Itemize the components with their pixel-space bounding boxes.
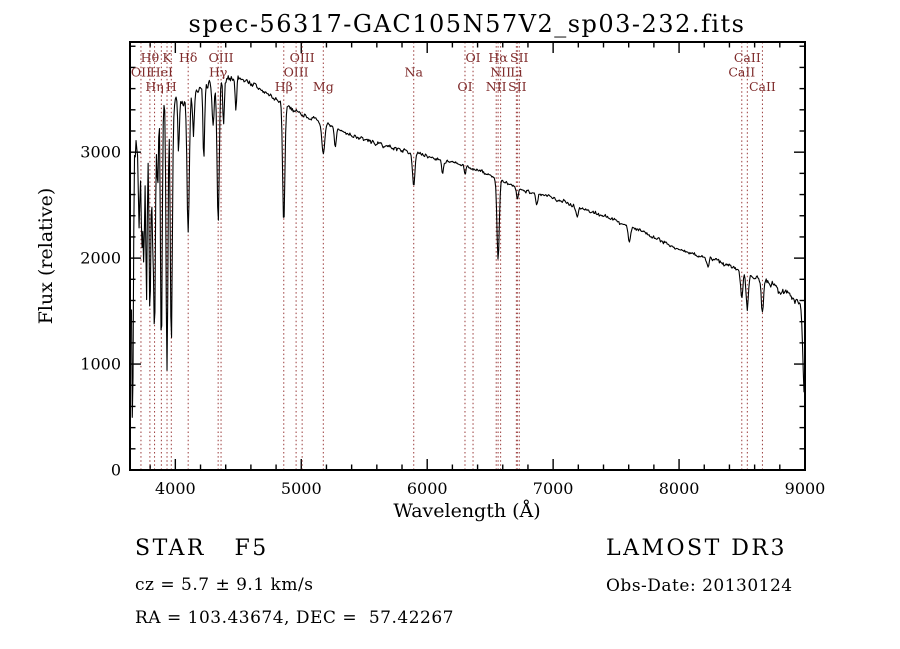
marker-label-Hβ: Hβ <box>275 79 293 94</box>
x-tick-label: 7000 <box>533 479 574 498</box>
x-tick-label: 4000 <box>155 479 196 498</box>
marker-label-Li: Li <box>510 65 522 80</box>
y-axis-label: Flux (relative) <box>35 187 57 325</box>
marker-label-Hη: Hη <box>145 79 163 94</box>
velocity-label: cz = 5.7 ± 9.1 km/s <box>135 575 314 595</box>
marker-label-OI: OI <box>465 50 480 65</box>
marker-label-OIII: OIII <box>290 50 315 65</box>
marker-label-Mg: Mg <box>313 79 334 94</box>
plot-frame <box>129 41 806 471</box>
marker-label-Na: Na <box>405 65 424 80</box>
y-tick-label: 0 <box>111 461 121 480</box>
marker-label-Hδ: Hδ <box>179 50 197 65</box>
x-axis-label: Wavelength (Å) <box>393 500 541 522</box>
marker-label-NII: NII <box>486 79 507 94</box>
line-marker-lines <box>140 42 763 470</box>
tick-labels: 4000 5000 6000 7000 8000 9000 0 1000 2000 3000 <box>80 143 825 498</box>
y-tick-label: 3000 <box>80 143 121 162</box>
spectrum <box>130 75 806 418</box>
marker-label-OIII: OIII <box>284 65 309 80</box>
marker-label-Hα: Hα <box>488 50 508 65</box>
object-type-label: STAR F5 <box>135 536 269 561</box>
line-marker-labels: OIIHθHηHeIKHHδHγOIIIHβOIIIOIIIMgNaOIOINI… <box>131 50 776 94</box>
y-tick-label: 1000 <box>80 355 121 374</box>
survey-label: LAMOST DR3 <box>606 536 787 561</box>
marker-label-CaII: CaII <box>728 65 755 80</box>
marker-label-CaII: CaII <box>734 50 761 65</box>
plot-title: spec-56317-GAC105N57V2_sp03-232.fits <box>188 10 746 38</box>
obs-date-label: Obs-Date: 20130124 <box>606 576 793 596</box>
marker-label-Hθ: Hθ <box>141 50 159 65</box>
marker-label-Hγ: Hγ <box>209 65 227 80</box>
marker-label-H: H <box>166 79 177 94</box>
y-tick-label: 2000 <box>80 249 121 268</box>
x-tick-label: 8000 <box>659 479 700 498</box>
spectrum-path <box>130 75 806 418</box>
x-tick-label: 5000 <box>281 479 322 498</box>
marker-label-OII: OII <box>131 65 151 80</box>
coordinates-label: RA = 103.43674, DEC = 57.42267 <box>135 608 454 628</box>
x-tick-label: 6000 <box>407 479 448 498</box>
marker-label-NII: NII <box>490 65 511 80</box>
axis-ticks <box>130 42 806 471</box>
marker-label-OI: OI <box>457 79 472 94</box>
x-tick-label: 9000 <box>785 479 826 498</box>
marker-label-SII: SII <box>510 50 529 65</box>
marker-label-K: K <box>162 50 172 65</box>
marker-label-HeI: HeI <box>150 65 173 80</box>
marker-label-SII: SII <box>508 79 527 94</box>
marker-label-OIII: OIII <box>209 50 234 65</box>
marker-label-CaII: CaII <box>749 79 776 94</box>
